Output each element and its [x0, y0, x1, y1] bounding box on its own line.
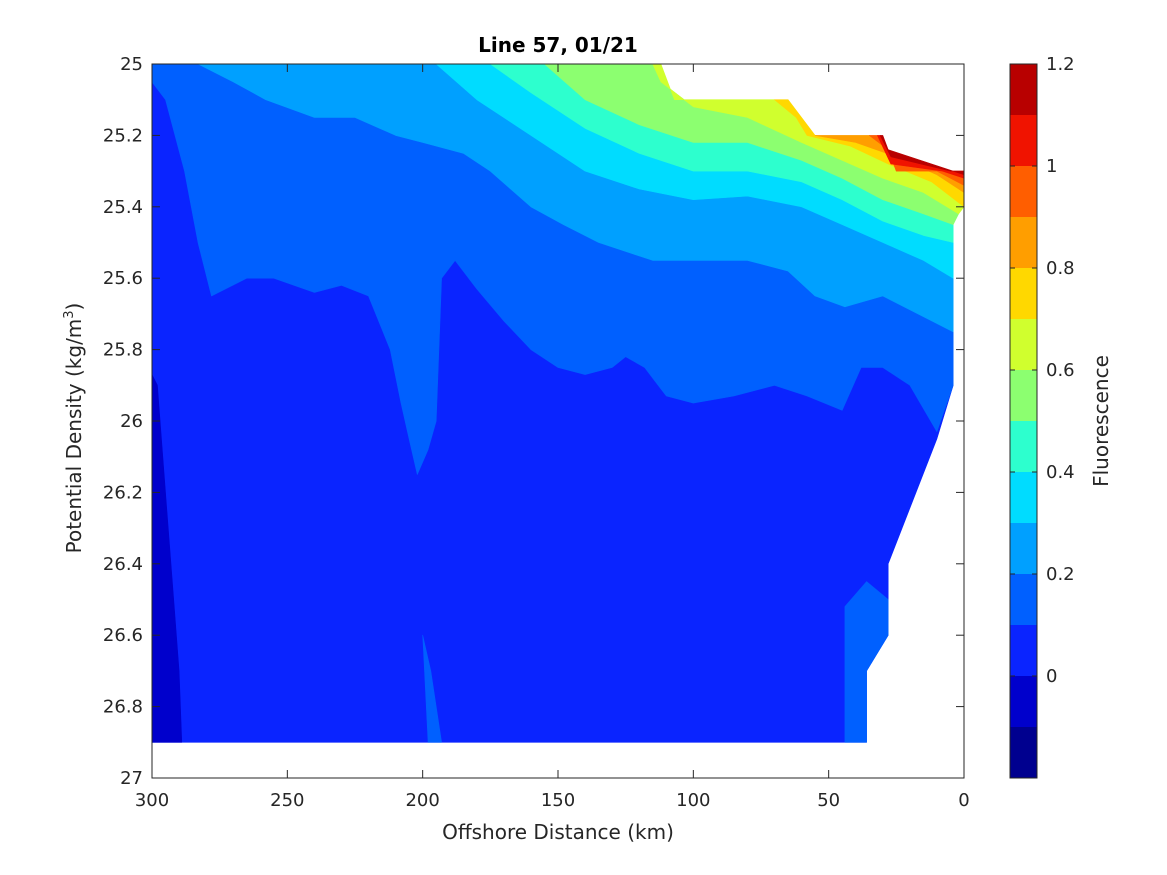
x-tick-label: 0 — [958, 790, 969, 811]
y-tick-label: 25 — [120, 54, 143, 75]
colorbar-cell — [1010, 472, 1037, 523]
colorbar-tick-label: 0.8 — [1046, 258, 1075, 279]
colorbar-label: Fluorescence — [1089, 355, 1113, 487]
y-tick-label: 25.4 — [103, 197, 143, 218]
colorbar-ticks: 0 0.2 0.4 0.6 0.8 1 1.2 — [1010, 54, 1075, 687]
colorbar-box — [1009, 63, 1038, 779]
y-tick-label: 27 — [120, 768, 143, 789]
y-tick-label: 26 — [120, 411, 143, 432]
chart-title: Line 57, 01/21 — [478, 33, 638, 57]
colorbar-cell — [1010, 166, 1037, 217]
y-tick-label: 26.2 — [103, 482, 143, 503]
colorbar-tick-label: 0.4 — [1046, 462, 1075, 483]
y-tick-label: 25.6 — [103, 268, 143, 289]
colorbar-cell — [1010, 268, 1037, 319]
x-tick-label: 250 — [270, 790, 304, 811]
colorbar-cell — [1010, 421, 1037, 472]
contour-region — [422, 634, 442, 743]
colorbar-tick-label: 0.2 — [1046, 564, 1075, 585]
colorbar-cell — [1010, 370, 1037, 421]
x-tick-label: 300 — [135, 790, 169, 811]
y-axis-label-main: Potential Density (kg/m — [62, 319, 86, 554]
colorbar-cells — [1010, 64, 1037, 778]
x-axis-label: Offshore Distance (km) — [442, 820, 674, 844]
colorbar-cell — [1010, 625, 1037, 676]
contour-region — [844, 581, 889, 743]
y-tick-label: 25.2 — [103, 125, 143, 146]
y-tick-label: 26.4 — [103, 554, 143, 575]
colorbar-cell — [1010, 217, 1037, 268]
colorbar-cell — [1010, 727, 1037, 778]
y-tick-label: 26.8 — [103, 697, 143, 718]
colorbar-tick-label: 1.2 — [1046, 54, 1075, 75]
colorbar-cell — [1010, 319, 1037, 370]
y-tick-label: 26.6 — [103, 625, 143, 646]
x-tick-label: 100 — [676, 790, 710, 811]
x-tick-label: 200 — [405, 790, 439, 811]
plot-area: 300 250 200 150 100 50 0 2525.225.425.625.8262… — [103, 54, 970, 811]
x-tick-label: 50 — [817, 790, 840, 811]
y-axis-label-superscript: 3 — [62, 310, 77, 318]
contour-regions — [151, 63, 965, 743]
y-axis-label: Potential Density (kg/m3) — [62, 303, 86, 554]
colorbar-cell — [1010, 523, 1037, 574]
colorbar-tick-label: 0.6 — [1046, 360, 1075, 381]
colorbar-tick-label: 1 — [1046, 156, 1057, 177]
x-axis: 300 250 200 150 100 50 0 — [135, 64, 970, 811]
colorbar-cell — [1010, 574, 1037, 625]
colorbar: 0 0.2 0.4 0.6 0.8 1 1.2 — [1009, 54, 1075, 779]
colorbar-cell — [1010, 676, 1037, 727]
contour-region — [151, 374, 183, 743]
y-tick-label: 25.8 — [103, 340, 143, 361]
colorbar-cell — [1010, 115, 1037, 166]
colorbar-tick-label: 0 — [1046, 666, 1057, 687]
y-axis-label-end: ) — [62, 303, 86, 311]
y-axis: 25 25.2 25.4 25.6 25.8 26 26.2 26.4 26.6 26.8 27 — [103, 54, 964, 789]
x-tick-label: 150 — [541, 790, 575, 811]
colorbar-cell — [1010, 64, 1037, 115]
